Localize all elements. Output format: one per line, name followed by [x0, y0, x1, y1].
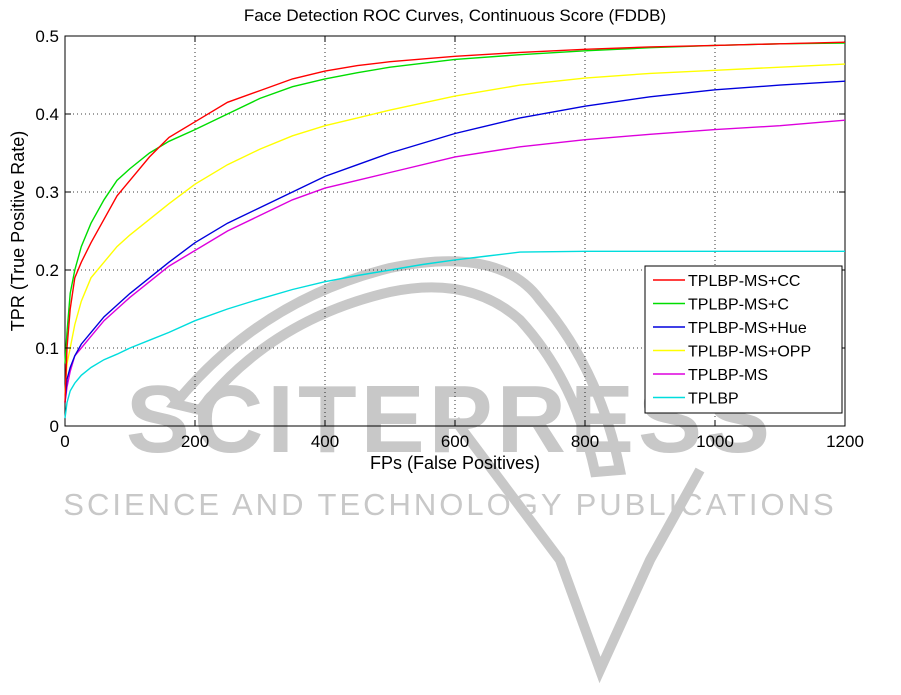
x-tick-label: 0 [60, 432, 69, 451]
y-tick-label: 0.3 [35, 183, 59, 202]
watermark-small-text: SCIENCE AND TECHNOLOGY PUBLICATIONS [63, 487, 836, 522]
legend-label: TPLBP-MS+C [688, 297, 789, 314]
series-line-TPLBP-MS [64, 119, 846, 403]
y-tick-label: 0.1 [35, 339, 59, 358]
series-line-TPLBP-MS+C [64, 42, 846, 364]
x-tick-label: 1000 [696, 432, 734, 451]
series-line-TPLBP [64, 250, 845, 419]
legend-label: TPLBP-MS+CC [688, 273, 800, 290]
legend-label: TPLBP [688, 391, 739, 408]
y-tick-label: 0 [50, 417, 59, 436]
x-tick-label: 800 [571, 432, 599, 451]
y-tick-label: 0.2 [35, 261, 59, 280]
y-tick-label: 0.4 [35, 105, 59, 124]
x-axis-label: FPs (False Positives) [370, 453, 540, 473]
chart-title: Face Detection ROC Curves, Continuous Sc… [244, 6, 666, 25]
y-axis-ticks: 0 0.1 0.2 0.3 0.4 0.5 [35, 27, 845, 436]
y-tick-label: 0.5 [35, 27, 59, 46]
legend-box [644, 265, 843, 414]
legend-label: TPLBP-MS+Hue [688, 320, 807, 337]
legend-label: TPLBP-MS [688, 367, 768, 384]
x-tick-label: 200 [181, 432, 209, 451]
legend-label: TPLBP-MS+OPP [688, 344, 811, 361]
x-tick-label: 400 [311, 432, 339, 451]
legend: TPLBP-MS+CC TPLBP-MS+C TPLBP-MS+Hue TPLBP-M… [644, 265, 843, 414]
series-line-TPLBP-MS+CC [64, 41, 846, 403]
watermark-arrow [451, 417, 705, 684]
series-line-TPLBP-MS+OPP [64, 63, 846, 395]
x-axis-ticks: 0 200 400 600 800 1000 1200 [60, 36, 864, 451]
y-axis-label: TPR (True Positive Rate) [8, 131, 28, 331]
x-tick-label: 600 [441, 432, 469, 451]
series-line-TPLBP-MS+Hue [64, 80, 846, 403]
series-group [64, 41, 846, 419]
x-tick-label: 1200 [826, 432, 864, 451]
